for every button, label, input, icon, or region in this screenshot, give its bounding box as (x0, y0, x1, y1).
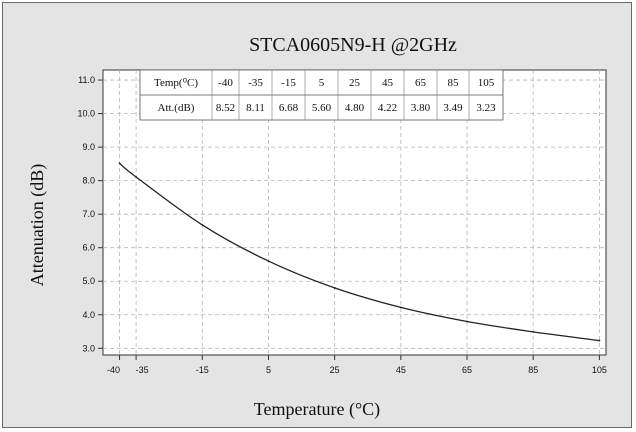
data-point (333, 287, 336, 289)
data-point (466, 320, 468, 323)
chart-title: STCA0605N9-H @2GHz (249, 34, 457, 56)
table-cell-att: 3.80 (411, 102, 431, 114)
table-cell-att: 6.68 (279, 102, 299, 114)
data-point (118, 162, 121, 165)
chart-figure: STCA0605N9-H @2GHz -40 -35 -15 5 25 45 65 85 105… (2, 2, 632, 428)
table-cell-att: 8.11 (246, 102, 265, 114)
table-cell-att: 3.23 (476, 102, 496, 114)
data-point (267, 260, 270, 263)
y-tick-label: 7.0 (82, 209, 95, 219)
table-cell-temp: 45 (382, 77, 394, 89)
x-tick-label: 65 (462, 365, 472, 375)
table-cell-att: 4.22 (378, 102, 397, 114)
x-axis: -40 -35 -15 5 25 45 65 85 105 (107, 355, 607, 375)
data-point (399, 306, 402, 309)
table-cell-temp: -35 (248, 77, 263, 89)
table-cell-temp: 105 (478, 77, 495, 89)
series-group (118, 162, 601, 342)
table-cell-att: 4.80 (345, 102, 365, 114)
data-point (201, 224, 204, 226)
data-table: Temp(⁰C) Att.(dB) -40 8.52 -35 8.11 -15 6.68 5 5.… (139, 69, 504, 121)
table-cell-att: 5.60 (312, 102, 332, 114)
table-cell-temp: 85 (448, 77, 460, 89)
attenuation-chart: STCA0605N9-H @2GHz -40 -35 -15 5 25 45 65 85 105… (27, 34, 607, 420)
x-axis-label: Temperature (°C) (254, 399, 380, 420)
x-tick-label: -35 (136, 365, 149, 375)
y-tick-label: 9.0 (82, 142, 95, 152)
y-tick-label: 4.0 (82, 310, 95, 320)
table-cell-temp: 25 (349, 77, 361, 89)
x-tick-label: -15 (196, 365, 209, 375)
y-tick-label: 8.0 (82, 176, 95, 186)
y-tick-label: 3.0 (82, 343, 95, 353)
x-tick-label: -40 (107, 365, 120, 375)
x-tick-label: 85 (528, 365, 538, 375)
data-point (135, 176, 137, 178)
x-tick-label: 45 (396, 365, 406, 375)
table-cell-temp: 5 (319, 77, 325, 89)
table-cell-temp: -15 (281, 77, 296, 89)
y-tick-label: 11.0 (78, 75, 95, 85)
data-point (598, 339, 601, 342)
y-tick-label: 5.0 (82, 276, 95, 286)
y-axis: 3.0 4.0 5.0 6.0 7.0 8.0 9.0 10.0 11.0 (77, 75, 103, 353)
table-cell-temp: -40 (218, 77, 233, 89)
data-point (532, 330, 535, 333)
table-row-label: Att.(dB) (158, 102, 195, 114)
x-tick-label: 105 (592, 365, 607, 375)
x-tick-label: 25 (330, 365, 340, 375)
x-tick-label: 5 (266, 365, 271, 375)
table-cell-temp: 65 (415, 77, 427, 89)
y-axis-label: Attenuation (dB) (27, 164, 48, 286)
table-cell-att: 3.49 (443, 102, 463, 114)
table-cell-att: 8.52 (216, 102, 235, 114)
table-row-label: Temp(⁰C) (154, 77, 198, 89)
y-tick-label: 6.0 (82, 243, 95, 253)
y-tick-label: 10.0 (77, 109, 95, 119)
grid-lines (103, 70, 606, 355)
